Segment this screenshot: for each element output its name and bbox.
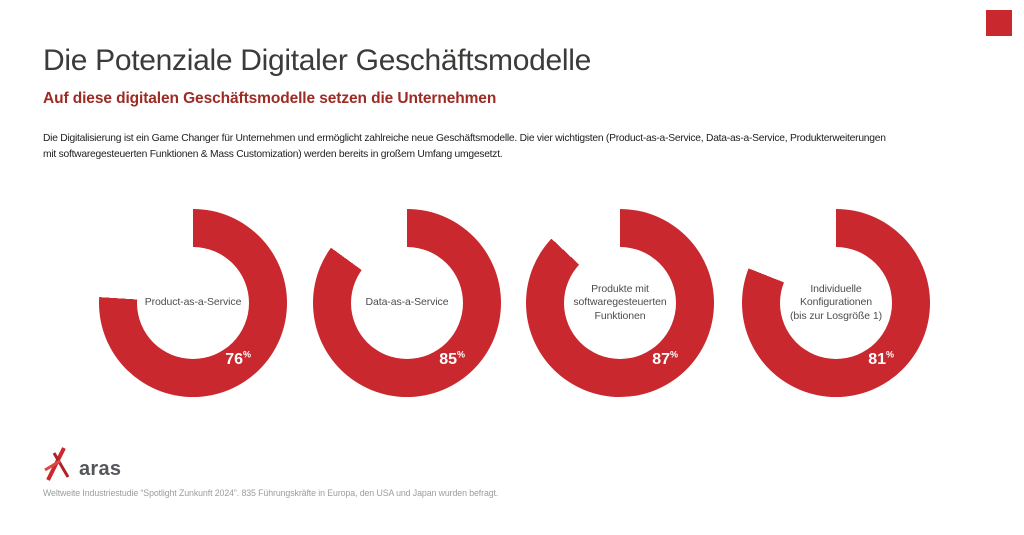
donut-label-line: Data-as-a-Service <box>365 296 449 309</box>
donut-label-line: Funktionen <box>594 309 646 322</box>
donut-value-number: 85 <box>439 351 457 369</box>
donut-label-line: softwaregesteuerten <box>573 296 667 309</box>
page-subtitle: Auf diese digitalen Geschäftsmodelle set… <box>43 90 497 107</box>
donut-chart-product-as-a-service: Product-as-a-Service 76% <box>99 209 287 397</box>
donut-label-line: (bis zur Losgröße 1) <box>790 309 882 322</box>
donut-label: Product-as-a-Service <box>145 296 242 310</box>
intro-line-1: Die Digitalisierung ist ein Game Changer… <box>43 133 886 144</box>
donut-hole: Produkte mit softwaregesteuerten Funktio… <box>564 247 676 359</box>
intro-paragraph: Die Digitalisierung ist ein Game Changer… <box>43 131 886 162</box>
brand-accent-square <box>986 10 1012 36</box>
percent-sign: % <box>457 350 466 360</box>
donut-hole: Data-as-a-Service <box>351 247 463 359</box>
donut-label: Produkte mit softwaregesteuerten Funktio… <box>573 283 666 324</box>
donut-value-number: 87 <box>652 351 670 369</box>
source-footnote: Weltweite Industriestudie “Spotlight Zun… <box>43 488 499 498</box>
donut-label-line: Individuelle <box>810 282 862 295</box>
donut-hole: Individuelle Konfigurationen (bis zur Lo… <box>780 247 892 359</box>
donut-value: 85% <box>439 351 465 369</box>
donut-label: Data-as-a-Service <box>366 296 449 310</box>
percent-sign: % <box>886 350 895 360</box>
donut-value: 87% <box>652 351 678 369</box>
donut-hole: Product-as-a-Service <box>137 247 249 359</box>
donut-chart-softwaregesteuerte-funktionen: Produkte mit softwaregesteuerten Funktio… <box>526 209 714 397</box>
donut-label: Individuelle Konfigurationen (bis zur Lo… <box>790 283 882 324</box>
donut-value-number: 76 <box>225 351 243 369</box>
donut-chart-group: Product-as-a-Service 76% Data-as-a-Servi… <box>0 209 1024 397</box>
aras-logo: aras <box>43 446 121 482</box>
aras-logo-text: aras <box>79 458 122 480</box>
donut-value-number: 81 <box>868 351 886 369</box>
percent-sign: % <box>243 350 252 360</box>
donut-label-line: Produkte mit <box>591 282 649 295</box>
page-title: Die Potenziale Digitaler Geschäftsmodell… <box>43 44 591 77</box>
donut-label-line: Konfigurationen <box>799 296 873 309</box>
donut-chart-individuelle-konfigurationen: Individuelle Konfigurationen (bis zur Lo… <box>742 209 930 397</box>
donut-value: 81% <box>868 351 894 369</box>
donut-chart-data-as-a-service: Data-as-a-Service 85% <box>313 209 501 397</box>
aras-logo-icon <box>44 447 70 481</box>
percent-sign: % <box>670 350 679 360</box>
donut-label-line: Product-as-a-Service <box>144 296 242 309</box>
intro-line-2: mit softwaregesteuerten Funktionen & Mas… <box>43 148 503 160</box>
donut-value: 76% <box>225 351 251 369</box>
